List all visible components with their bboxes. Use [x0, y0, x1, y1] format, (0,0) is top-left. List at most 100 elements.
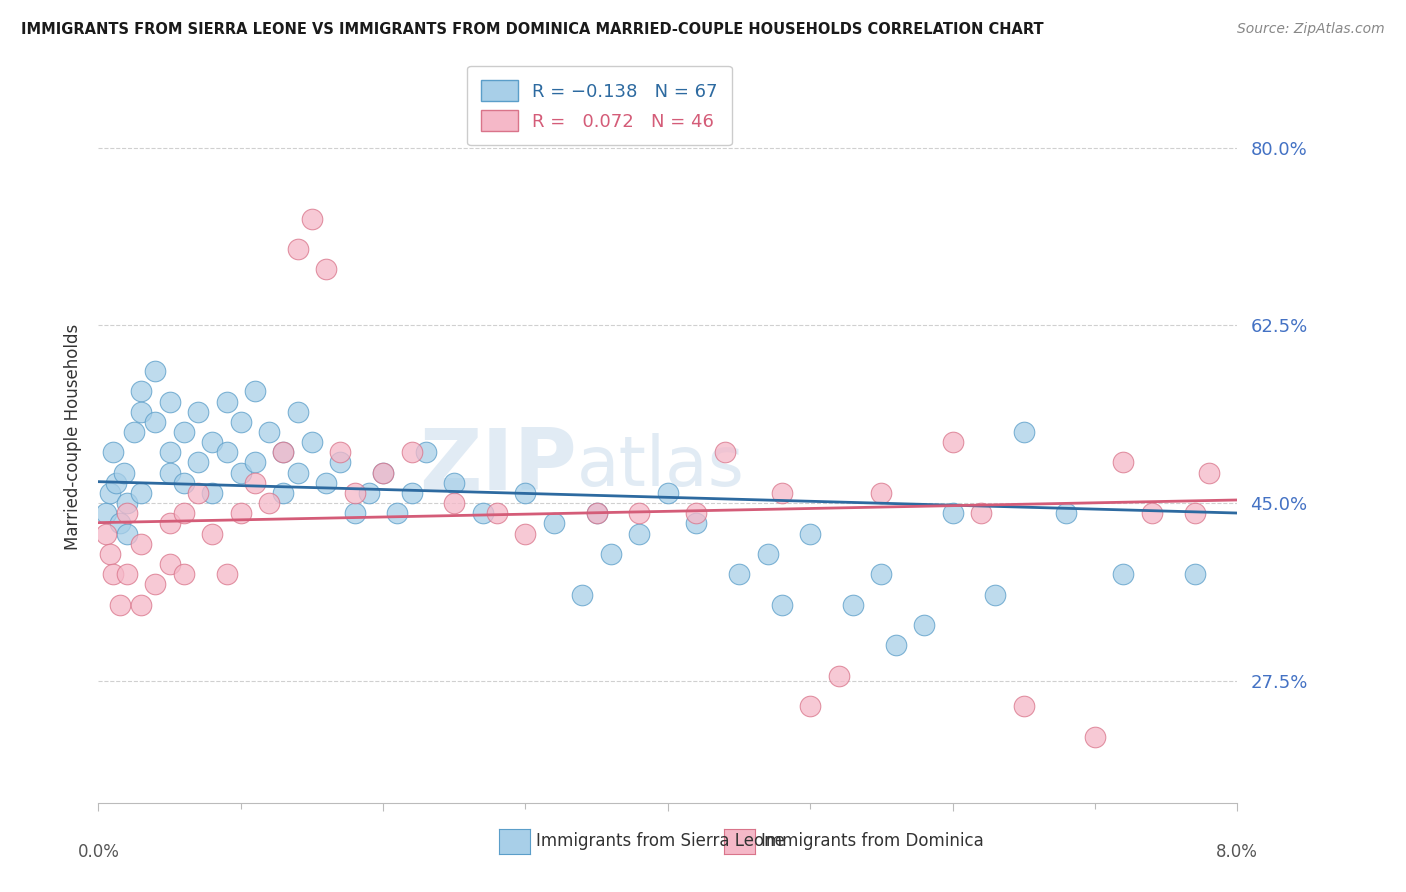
Point: [842, 598, 865, 612]
Point: [443, 496, 465, 510]
Point: [159, 557, 181, 571]
Point: [201, 435, 224, 450]
Point: [343, 506, 366, 520]
Text: Source: ZipAtlas.com: Source: ZipAtlas.com: [1237, 22, 1385, 37]
Point: [287, 242, 309, 256]
Point: [443, 475, 465, 490]
Point: [1012, 425, 1035, 439]
Point: [471, 506, 494, 520]
Point: [187, 405, 209, 419]
Point: [1184, 506, 1206, 520]
Point: [115, 496, 138, 510]
Point: [243, 475, 266, 490]
Point: [259, 496, 281, 510]
Point: [486, 506, 509, 520]
Point: [315, 475, 337, 490]
Point: [371, 466, 394, 480]
Point: [799, 526, 821, 541]
Point: [1084, 730, 1107, 744]
Point: [229, 466, 252, 480]
Point: [173, 567, 195, 582]
Point: [115, 567, 138, 582]
Text: Immigrants from Sierra Leone: Immigrants from Sierra Leone: [536, 832, 785, 850]
Point: [343, 486, 366, 500]
Point: [108, 516, 131, 531]
Text: 8.0%: 8.0%: [1216, 844, 1258, 862]
Point: [129, 537, 152, 551]
Point: [685, 506, 707, 520]
Point: [215, 567, 238, 582]
Point: [108, 598, 131, 612]
Text: IMMIGRANTS FROM SIERRA LEONE VS IMMIGRANTS FROM DOMINICA MARRIED-COUPLE HOUSEHOL: IMMIGRANTS FROM SIERRA LEONE VS IMMIGRAN…: [21, 22, 1043, 37]
Point: [129, 384, 152, 399]
Y-axis label: Married-couple Households: Married-couple Households: [63, 324, 82, 550]
Point: [273, 486, 295, 500]
Legend: R = −0.138   N = 67, R =   0.072   N = 46: R = −0.138 N = 67, R = 0.072 N = 46: [467, 66, 733, 145]
Point: [94, 506, 117, 520]
Point: [112, 466, 135, 480]
Point: [145, 577, 167, 591]
Point: [229, 506, 252, 520]
Point: [984, 588, 1007, 602]
Point: [585, 506, 607, 520]
Text: 0.0%: 0.0%: [77, 844, 120, 862]
Point: [1112, 455, 1135, 469]
Point: [870, 567, 893, 582]
Point: [870, 486, 893, 500]
Point: [401, 486, 423, 500]
Point: [287, 466, 309, 480]
Point: [273, 445, 295, 459]
Point: [129, 405, 152, 419]
Point: [243, 384, 266, 399]
Point: [215, 445, 238, 459]
Point: [173, 425, 195, 439]
Point: [329, 455, 352, 469]
Point: [159, 516, 181, 531]
Point: [357, 486, 380, 500]
Point: [942, 435, 965, 450]
Point: [173, 506, 195, 520]
Point: [145, 415, 167, 429]
Point: [101, 567, 124, 582]
Point: [229, 415, 252, 429]
Point: [515, 526, 537, 541]
Point: [98, 547, 121, 561]
Point: [770, 486, 793, 500]
Text: atlas: atlas: [576, 433, 745, 500]
Point: [159, 445, 181, 459]
Point: [770, 598, 793, 612]
Point: [301, 211, 323, 226]
Point: [912, 618, 935, 632]
Point: [756, 547, 779, 561]
Point: [1184, 567, 1206, 582]
Point: [122, 425, 145, 439]
Point: [401, 445, 423, 459]
Text: ZIP: ZIP: [419, 425, 576, 508]
Point: [259, 425, 281, 439]
Point: [215, 394, 238, 409]
Point: [201, 486, 224, 500]
Point: [145, 364, 167, 378]
Point: [1112, 567, 1135, 582]
Point: [585, 506, 607, 520]
Point: [1012, 699, 1035, 714]
Point: [187, 455, 209, 469]
Point: [129, 598, 152, 612]
Point: [799, 699, 821, 714]
Point: [301, 435, 323, 450]
Point: [728, 567, 751, 582]
Point: [628, 526, 651, 541]
Point: [657, 486, 679, 500]
Point: [98, 486, 121, 500]
Point: [201, 526, 224, 541]
Point: [884, 638, 907, 652]
Point: [543, 516, 565, 531]
Point: [287, 405, 309, 419]
Point: [243, 455, 266, 469]
Point: [104, 475, 127, 490]
Point: [94, 526, 117, 541]
Point: [115, 526, 138, 541]
Point: [1198, 466, 1220, 480]
Point: [129, 486, 152, 500]
Point: [159, 466, 181, 480]
